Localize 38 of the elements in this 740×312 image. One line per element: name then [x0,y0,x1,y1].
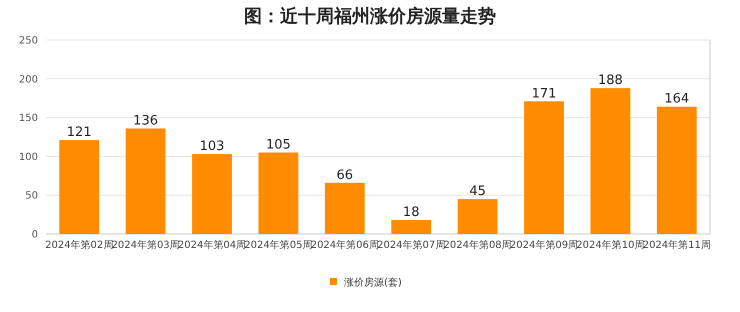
bar [391,220,432,234]
data-label: 188 [598,73,623,88]
x-tick-label: 2024年第11周 [642,239,711,251]
data-label: 121 [66,125,92,140]
bar [524,101,564,234]
bar [324,182,365,234]
x-tick-label: 2024年第02周 [45,239,114,251]
bar [656,106,697,234]
data-label: 103 [200,139,224,154]
y-tick-label: 200 [18,74,38,86]
chart-title: 图：近十周福州涨价房源量走势 [244,6,496,27]
x-tick-label: 2024年第08周 [444,239,512,251]
data-label: 66 [336,168,354,183]
data-label: 105 [266,138,291,153]
legend-label: 涨价房源(套) [344,276,402,288]
x-tick-label: 2024年第03周 [112,239,180,251]
x-tick-label: 2024年第05周 [244,239,312,251]
x-tick-label: 2024年第07周 [377,239,446,251]
bar [126,128,166,234]
bar [458,199,498,234]
x-tick-label: 2024年第04周 [178,239,246,251]
data-label: 171 [532,86,556,102]
bar [590,88,630,234]
y-tick-label: 150 [18,113,38,124]
x-tick-label: 2024年第06周 [310,239,379,251]
bar [258,152,298,234]
data-label: 136 [133,113,158,128]
bar [59,140,100,234]
bar [192,154,232,234]
x-tick-label: 2024年第10周 [576,239,644,251]
y-tick-label: 100 [18,152,38,163]
data-label: 18 [402,205,420,220]
data-label: 164 [664,92,690,107]
x-tick-label: 2024年第09周 [510,239,578,251]
data-label: 45 [469,184,486,200]
y-tick-label: 0 [32,230,38,240]
y-tick-label: 50 [25,190,38,202]
y-tick-label: 250 [18,36,38,46]
